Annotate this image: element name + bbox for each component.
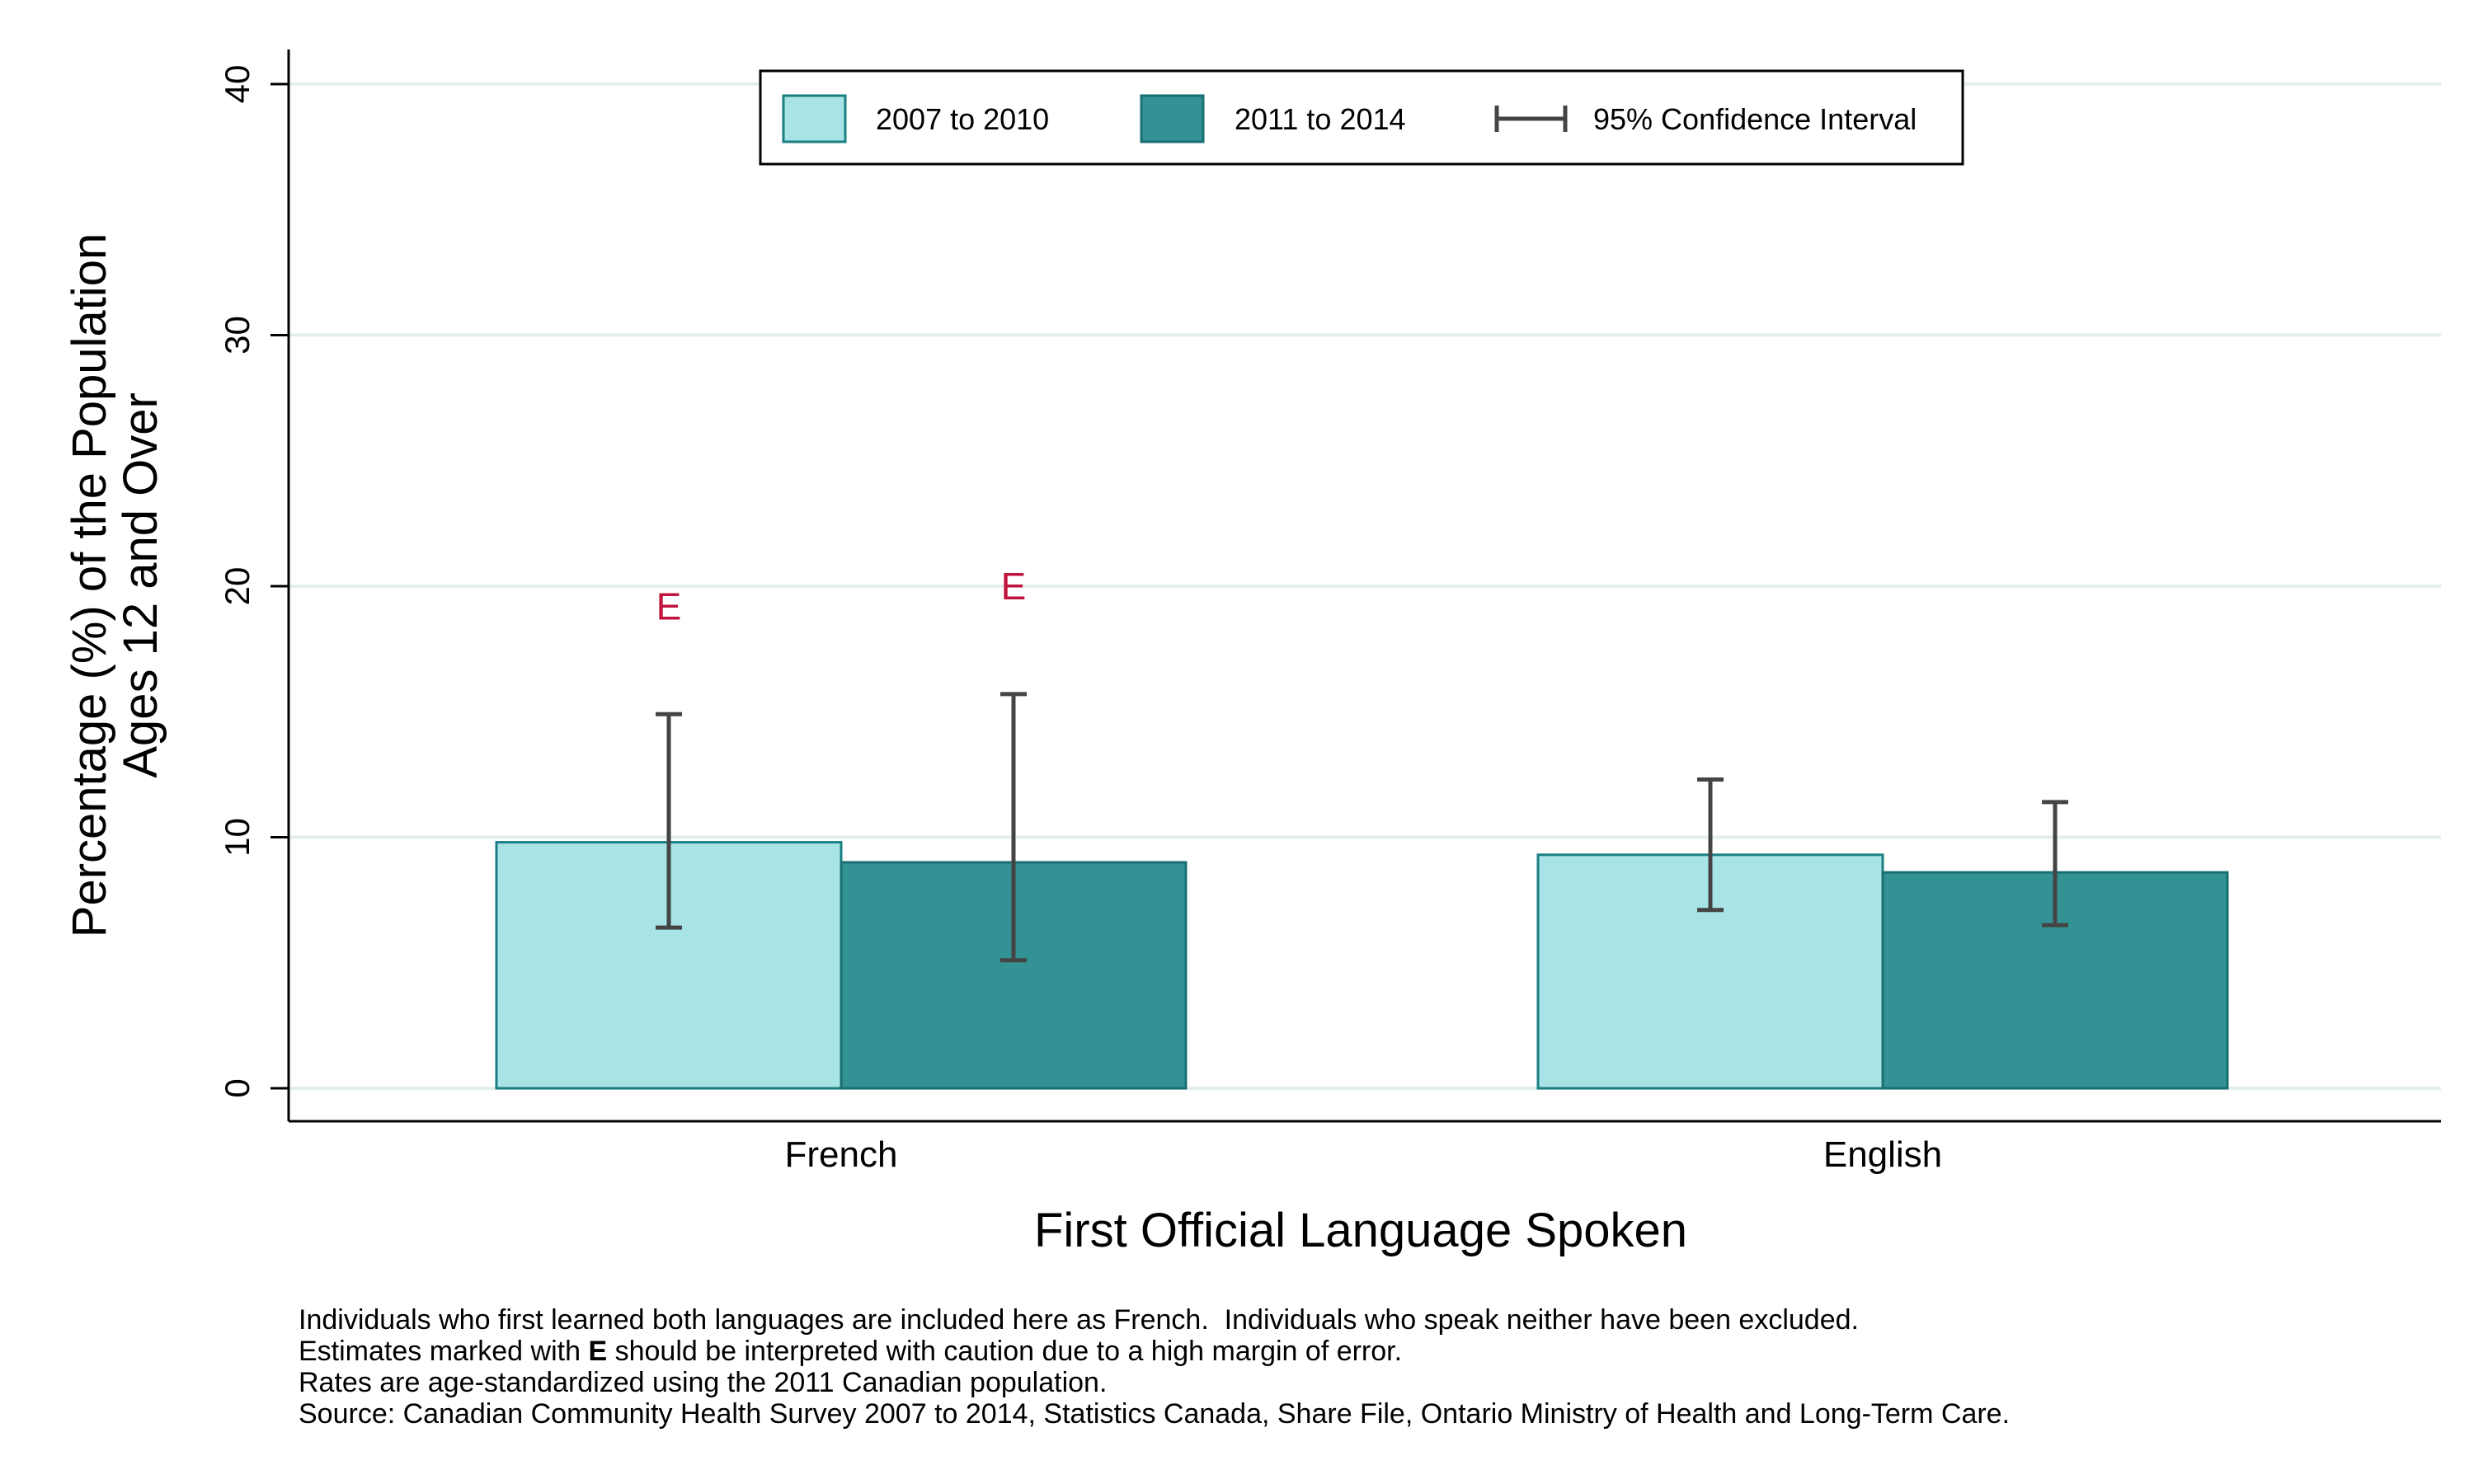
footnote-4: Source: Canadian Community Health Survey…	[299, 1398, 2011, 1430]
y-axis-title-line1: Percentage (%) of the Population	[63, 233, 116, 937]
footnote-2-flag: E	[588, 1336, 608, 1367]
legend-label-2011-2014: 2011 to 2014	[1235, 102, 1406, 136]
y-tick-label-10: 10	[218, 818, 256, 857]
legend-ci-icon	[1494, 106, 1568, 132]
legend-label-ci: 95% Confidence Interval	[1593, 102, 1917, 136]
legend-label-2007-2010: 2007 to 2010	[876, 102, 1049, 136]
confidence-intervals	[656, 692, 2068, 963]
axes: 0 10 20 30 40 French English	[218, 49, 2441, 1175]
x-axis-title: First Official Language Spoken	[1034, 1204, 1687, 1257]
bars	[495, 841, 2229, 1090]
legend-box	[759, 69, 1964, 166]
footnote-2: Estimates marked with E should be interp…	[299, 1336, 1403, 1367]
bar-french-series-1	[840, 861, 1188, 1090]
legend-swatch-2011-2014	[1140, 94, 1205, 143]
y-tick-label-40: 40	[218, 65, 256, 104]
footnote-3: Rates are age-standardized using the 201…	[299, 1367, 1108, 1398]
legend: 2007 to 2010 2011 to 2014 95% Confidence…	[759, 69, 1964, 166]
footnote-1: Individuals who first learned both langu…	[299, 1304, 1859, 1336]
y-axis-title-line2: Ages 12 and Over	[114, 392, 167, 778]
footnotes: Individuals who first learned both langu…	[299, 1304, 2360, 1430]
flag-french-series-0: E	[656, 585, 682, 627]
flag-french-series-1: E	[1001, 565, 1027, 608]
x-tick-label-english: English	[1823, 1134, 1942, 1175]
y-tick-label-0: 0	[218, 1078, 256, 1097]
y-tick-label-30: 30	[218, 316, 256, 355]
y-tick-label-20: 20	[218, 567, 256, 606]
legend-swatch-2007-2010	[782, 94, 847, 143]
x-tick-label-french: French	[785, 1134, 898, 1175]
